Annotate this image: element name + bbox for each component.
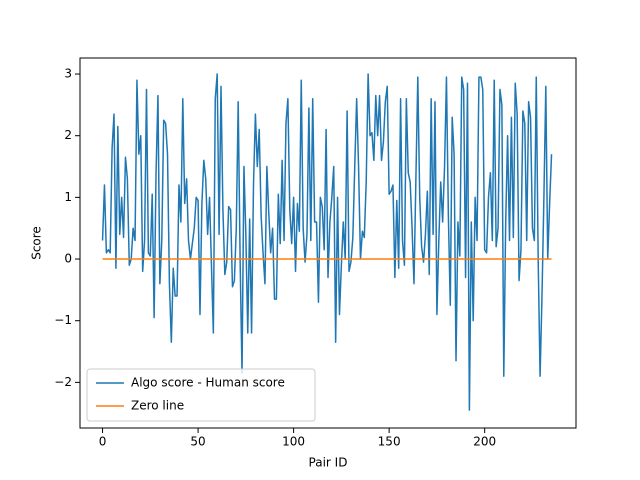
y-axis-label: Score xyxy=(30,226,44,260)
y-tick-label: −2 xyxy=(54,375,72,389)
x-tick-label: 50 xyxy=(190,435,205,449)
y-tick-label: 2 xyxy=(64,128,72,142)
y-tick-label: 3 xyxy=(64,67,72,81)
plot-frame xyxy=(79,57,577,429)
x-tick-label: 100 xyxy=(282,435,305,449)
x-tick-label: 0 xyxy=(99,435,107,449)
y-tick-label: 0 xyxy=(64,252,72,266)
legend-box xyxy=(86,368,316,422)
x-tick-label: 150 xyxy=(378,435,401,449)
legend-label: Algo score - Human score xyxy=(131,376,285,390)
y-tick-label: 1 xyxy=(64,190,72,204)
legend-label: Zero line xyxy=(131,399,184,413)
x-axis-label: Pair ID xyxy=(309,456,348,470)
data-line xyxy=(101,73,553,411)
x-tick-label: 200 xyxy=(473,435,496,449)
y-tick-label: −1 xyxy=(54,313,72,327)
